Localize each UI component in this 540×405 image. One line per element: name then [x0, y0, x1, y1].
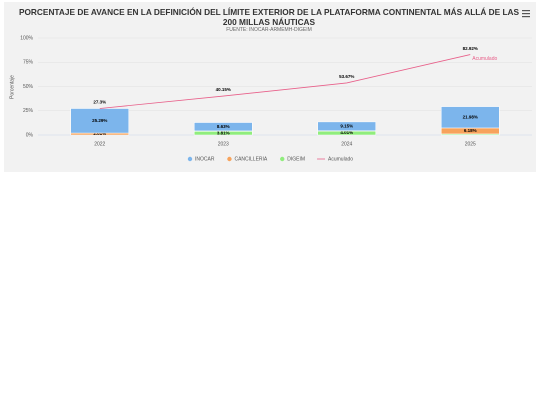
y-tick-label: 75%: [23, 60, 34, 66]
data-label: 21.98%: [463, 114, 478, 119]
data-label: 82.92%: [463, 46, 478, 51]
menu-icon[interactable]: [522, 10, 530, 18]
legend-symbol[interactable]: [187, 156, 193, 162]
x-tick-label: 2024: [341, 141, 352, 147]
legend-label[interactable]: Acumulado: [328, 156, 353, 162]
y-tick-label: 100%: [20, 35, 33, 41]
bar-segment: [70, 108, 129, 134]
chart-subtitle: FUENTE: INOCAR-ARMEMH-DIGEIM: [226, 27, 312, 33]
y-tick-label: 0%: [26, 132, 34, 138]
data-label: 8.63%: [217, 124, 230, 129]
y-axis-title: Porcentaje: [9, 75, 15, 99]
data-label: 27.3%: [93, 100, 106, 105]
data-label: 53.67%: [339, 74, 354, 79]
legend-symbol[interactable]: [227, 156, 232, 162]
x-tick-label: 2025: [465, 141, 476, 147]
data-label: 25.29%: [92, 118, 107, 123]
x-tick-label: 2022: [94, 141, 105, 147]
bar-segment: [194, 122, 253, 132]
legend-label[interactable]: INOCAR: [195, 156, 215, 162]
series-label: Acumulado: [472, 56, 497, 62]
bar-segment: [317, 121, 376, 132]
data-label: 40.15%: [216, 87, 231, 92]
legend-symbol[interactable]: [280, 156, 285, 162]
data-label: 3.81%: [217, 130, 230, 135]
data-label: 9.15%: [340, 124, 353, 129]
data-label: 6.18%: [464, 128, 477, 133]
chart-background: [4, 2, 536, 172]
data-label: 2.01%: [93, 131, 106, 136]
legend-label[interactable]: DIGEIM: [287, 156, 305, 162]
line: [99, 54, 471, 109]
bar-segment: [441, 106, 500, 129]
x-tick-label: 2023: [218, 141, 229, 147]
chart-title: PORCENTAJE DE AVANCE EN LA DEFINICIÓN DE…: [18, 7, 520, 27]
y-tick-label: 25%: [23, 108, 34, 114]
data-label: 4.01%: [340, 130, 353, 135]
legend-label[interactable]: CANCILLERIA: [234, 156, 267, 162]
y-tick-label: 50%: [23, 84, 34, 90]
